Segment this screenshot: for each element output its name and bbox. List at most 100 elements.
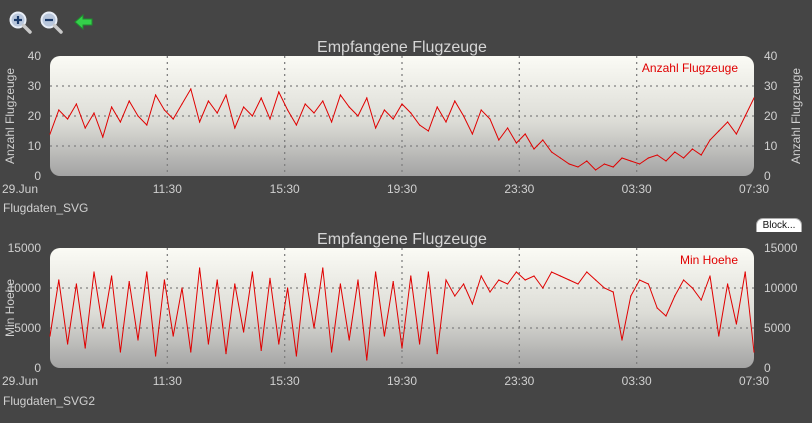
y-axis-title-right: Anzahl Flugzeuge xyxy=(789,68,803,164)
data-point xyxy=(577,283,579,285)
data-point xyxy=(515,142,518,144)
y-tick-label-left: 30 xyxy=(28,79,42,93)
data-point xyxy=(568,279,570,281)
data-point xyxy=(691,148,694,150)
back-arrow-icon[interactable] xyxy=(72,10,96,34)
data-point xyxy=(357,279,359,281)
data-point xyxy=(119,121,121,123)
y-tick-label-right: 40 xyxy=(764,49,778,63)
data-point xyxy=(665,160,667,162)
data-point xyxy=(102,327,104,329)
y-tick-label-left: 0 xyxy=(34,169,41,183)
zoom-in-icon[interactable] xyxy=(8,10,32,34)
data-point xyxy=(709,275,711,277)
data-point xyxy=(524,279,526,281)
data-point xyxy=(436,353,438,355)
y-tick-label-right: 20 xyxy=(764,109,778,123)
data-point xyxy=(287,109,289,111)
data-point xyxy=(691,287,694,289)
data-point xyxy=(551,151,553,153)
data-point xyxy=(287,287,289,289)
data-point xyxy=(674,151,676,153)
data-point xyxy=(700,154,702,156)
data-point xyxy=(322,267,324,269)
data-point xyxy=(383,335,385,337)
data-point xyxy=(251,271,253,273)
y-tick-label-left: 40 xyxy=(28,49,42,63)
zoom-out-icon[interactable] xyxy=(39,10,63,34)
data-point xyxy=(656,307,658,309)
data-point xyxy=(559,157,562,159)
data-point xyxy=(621,339,623,341)
data-point xyxy=(322,100,324,102)
x-tick-label: 03:30 xyxy=(622,182,652,196)
chart-caption-1: Flugdaten_SVG xyxy=(3,201,89,215)
data-point xyxy=(190,351,192,353)
y-tick-label-right: 10 xyxy=(764,139,778,153)
data-point xyxy=(533,148,535,150)
data-point xyxy=(735,133,738,135)
data-point xyxy=(559,275,562,277)
data-point xyxy=(269,277,271,279)
data-point xyxy=(172,118,174,120)
data-point xyxy=(727,283,729,285)
data-point xyxy=(225,94,227,96)
data-point xyxy=(357,115,359,117)
data-point xyxy=(207,343,209,345)
data-point xyxy=(489,291,491,293)
data-point xyxy=(419,343,421,345)
x-tick-label: 19:30 xyxy=(387,374,417,388)
data-point xyxy=(639,163,641,165)
chart-title: Empfangene Flugzeuge xyxy=(317,39,487,56)
data-point xyxy=(207,100,209,102)
data-point xyxy=(260,97,262,99)
data-point xyxy=(436,106,438,108)
data-point xyxy=(75,283,77,285)
data-point xyxy=(753,351,755,353)
data-point xyxy=(137,115,139,117)
data-point xyxy=(278,91,280,93)
data-point xyxy=(348,106,350,108)
data-point xyxy=(410,275,412,277)
data-point xyxy=(471,133,473,135)
data-point xyxy=(251,115,253,117)
data-point xyxy=(146,271,148,273)
x-tick-label: 23:30 xyxy=(504,374,534,388)
y-tick-label-right: 0 xyxy=(764,169,771,183)
data-point xyxy=(128,100,130,102)
chart-min-hoehe: Empfangene Flugzeuge 0 0 5000 5000 10000 10000… xyxy=(2,231,798,388)
data-point xyxy=(700,299,702,301)
data-point xyxy=(647,157,650,159)
data-point xyxy=(744,115,746,117)
y-tick-label-right: 30 xyxy=(764,79,778,93)
data-point xyxy=(181,103,183,105)
data-point xyxy=(260,349,262,351)
block-button[interactable]: Block... xyxy=(756,218,802,232)
y-tick-label-left: 0 xyxy=(34,361,41,375)
data-point xyxy=(295,124,297,126)
data-point xyxy=(375,127,377,129)
data-point xyxy=(498,279,500,281)
y-tick-label-left: 10 xyxy=(28,139,42,153)
data-point xyxy=(515,271,518,273)
data-point xyxy=(339,283,341,285)
data-point xyxy=(489,118,491,120)
data-point xyxy=(339,94,341,96)
data-point xyxy=(111,106,113,108)
data-point xyxy=(67,343,69,345)
data-point xyxy=(243,331,245,333)
data-point xyxy=(234,283,236,285)
data-point xyxy=(498,139,500,141)
x-tick-label: 23:30 xyxy=(504,182,534,196)
data-point xyxy=(243,106,245,108)
data-point xyxy=(551,271,553,273)
chart-anzahl-flugzeuge: Empfangene Flugzeuge 0 0 10 10 20 20 30 30 40 40 29… xyxy=(2,39,803,196)
data-point xyxy=(234,127,236,129)
data-point xyxy=(427,130,429,132)
y-tick-label-right: 0 xyxy=(764,361,771,375)
data-point xyxy=(137,339,139,341)
data-point xyxy=(216,279,218,281)
data-point xyxy=(630,160,632,162)
data-point xyxy=(586,271,588,273)
data-point xyxy=(568,163,570,165)
